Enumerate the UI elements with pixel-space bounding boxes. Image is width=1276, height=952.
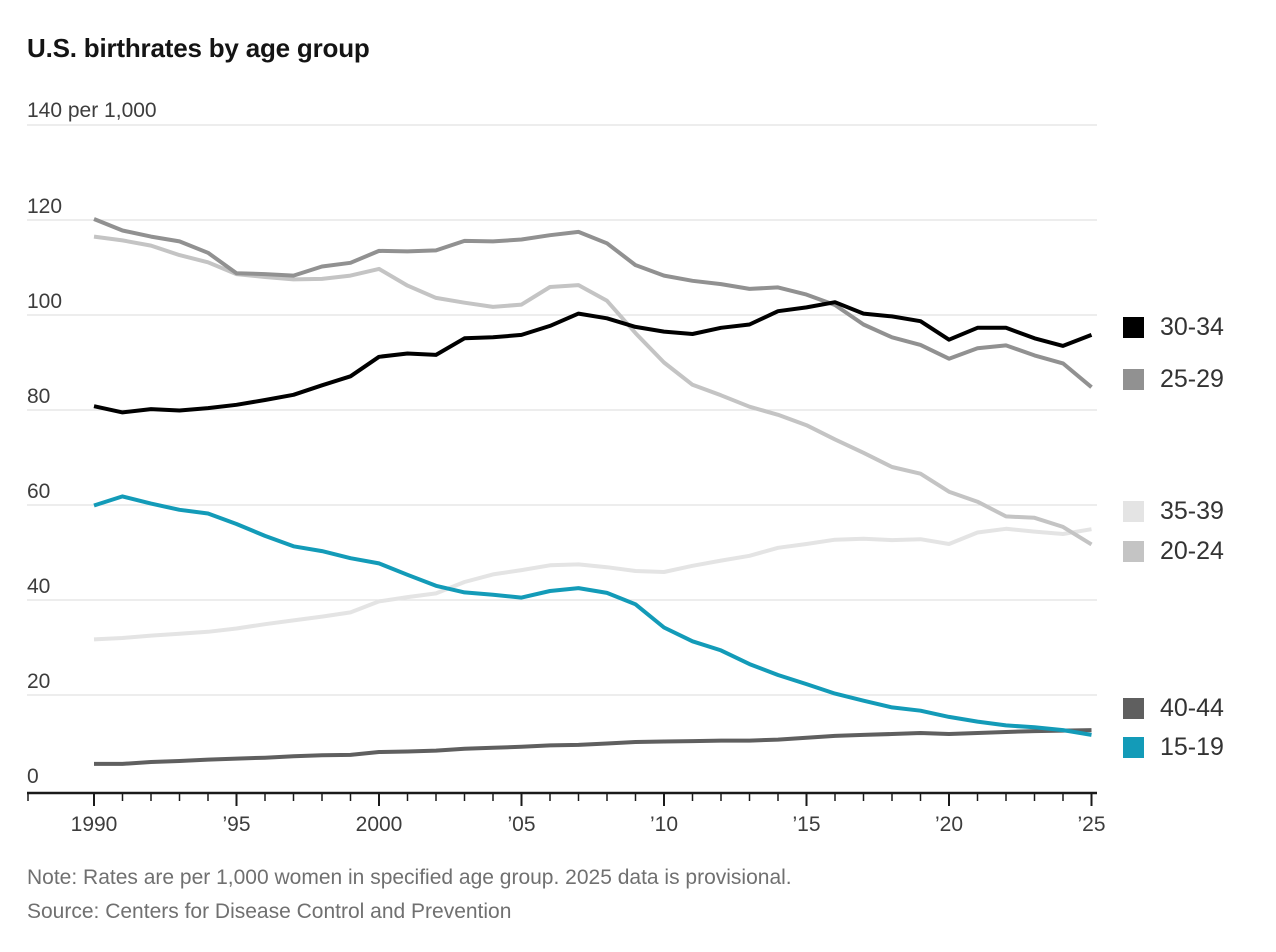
x-tick-label-2025: ’25 xyxy=(1077,813,1105,836)
gridlines-group xyxy=(27,124,1097,696)
y-tick-label-60: 60 xyxy=(27,480,50,503)
legend-item-25-29: 25-29 xyxy=(1123,365,1224,394)
series-line-40-44 xyxy=(94,728,1092,766)
legend-swatch-30-34 xyxy=(1123,317,1144,338)
legend-label-35-39: 35-39 xyxy=(1160,497,1224,525)
y-tick-label-100: 100 xyxy=(27,290,62,313)
y-tick-label-0: 0 xyxy=(27,765,39,788)
series-line-15-19 xyxy=(93,494,1092,737)
series-line-30-34 xyxy=(93,300,1093,415)
legend-swatch-20-24 xyxy=(1123,541,1144,562)
legend-label-15-19: 15-19 xyxy=(1160,733,1224,761)
legend-label-20-24: 20-24 xyxy=(1160,537,1224,565)
x-tick-label-2010: ’10 xyxy=(650,813,678,836)
y-tick-label-40: 40 xyxy=(27,575,50,598)
chart-title: U.S. birthrates by age group xyxy=(27,33,370,63)
legend-label-30-34: 30-34 xyxy=(1160,313,1224,341)
legend-item-35-39: 35-39 xyxy=(1123,497,1224,526)
legend-label-25-29: 25-29 xyxy=(1160,365,1224,393)
series-line-20-24 xyxy=(93,234,1093,547)
x-tick-label-2000: 2000 xyxy=(356,813,403,836)
legend-swatch-40-44 xyxy=(1123,698,1144,719)
legend-item-20-24: 20-24 xyxy=(1123,537,1224,566)
chart-source: Source: Centers for Disease Control and … xyxy=(27,900,512,923)
x-tick-label-2005: ’05 xyxy=(507,813,535,836)
legend-item-40-44: 40-44 xyxy=(1123,694,1224,723)
legend-item-15-19: 15-19 xyxy=(1123,733,1224,762)
x-tick-label-2020: ’20 xyxy=(935,813,963,836)
x-tick-label-2015: ’15 xyxy=(792,813,820,836)
legend-label-40-44: 40-44 xyxy=(1160,694,1224,722)
y-tick-label-120: 120 xyxy=(27,195,62,218)
x-tick-label-1990: 1990 xyxy=(71,813,118,836)
axis-labels-group: 1990 ’95 2000 ’05 ’10 ’15 ’20 ’25 0 20 40 60 80 100 12… xyxy=(27,195,1106,836)
series-line-25-29 xyxy=(93,217,1093,389)
chart-note: Note: Rates are per 1,000 women in speci… xyxy=(27,866,792,889)
series-line-35-39 xyxy=(93,526,1092,642)
y-tick-label-20: 20 xyxy=(27,670,50,693)
y-tick-label-80: 80 xyxy=(27,385,50,408)
legend-swatch-35-39 xyxy=(1123,501,1144,522)
legend-swatch-25-29 xyxy=(1123,369,1144,390)
legend-item-30-34: 30-34 xyxy=(1123,313,1224,342)
y-axis-unit-label: 140 per 1,000 xyxy=(27,99,157,122)
series-lines-group xyxy=(93,217,1093,766)
x-axis-group xyxy=(27,791,1097,806)
legend-swatch-15-19 xyxy=(1123,737,1144,758)
chart-legend: 30-34 25-29 35-39 20-24 40-44 15-19 xyxy=(1110,0,1270,952)
x-tick-label-1995: ’95 xyxy=(222,813,250,836)
